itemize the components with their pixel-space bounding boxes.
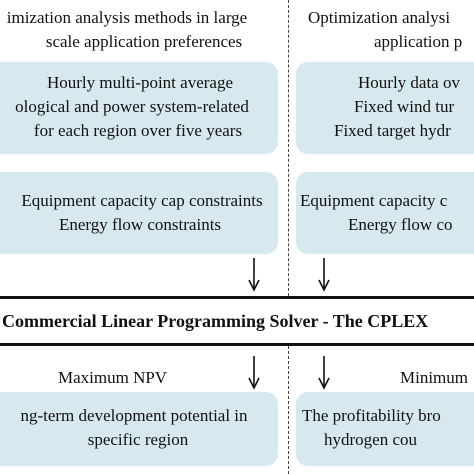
right-constraint-line-1: Equipment capacity c [300, 191, 448, 210]
right-header: Optimization analysi application p [306, 6, 474, 54]
left-header-line-1: imization analysis methods in large [6, 8, 248, 27]
left-result-box: ng-term development potential in specifi… [0, 392, 278, 466]
right-data-line-1: Hourly data ov [358, 73, 460, 92]
right-constraint-line-2: Energy flow co [348, 215, 453, 234]
left-result-line-2: specific region [87, 430, 189, 449]
down-arrow-right-bottom [318, 356, 330, 390]
right-result-line-2: hydrogen cou [324, 430, 418, 449]
right-data-box: Hourly data ov Fixed wind tur Fixed targ… [296, 62, 474, 154]
right-data-line-3: Fixed target hydr [334, 121, 451, 140]
solver-label: Commercial Linear Programming Solver - T… [2, 311, 429, 331]
left-data-line-2: ological and power system-related [15, 97, 249, 116]
left-data-box: Hourly multi-point average ological and … [0, 62, 278, 154]
left-constraints-box: Equipment capacity cap constraints Energ… [0, 172, 278, 254]
left-header-line-2: scale application preferences [45, 32, 243, 51]
left-constraint-line-2: Energy flow constraints [58, 215, 222, 234]
left-result-line-1: ng-term development potential in [20, 406, 248, 425]
left-data-line-1: Hourly multi-point average [46, 73, 233, 92]
right-objective: Minimum [400, 368, 469, 387]
left-header: imization analysis methods in large scal… [0, 6, 258, 54]
left-data-line-3: for each region over five years [33, 121, 243, 140]
down-arrow-right-top [318, 258, 330, 292]
right-result-line-1: The profitability bro [302, 406, 441, 425]
right-constraints-box: Equipment capacity c Energy flow co [296, 172, 474, 254]
right-data-line-2: Fixed wind tur [354, 97, 455, 116]
right-header-line-2: application p [374, 32, 463, 51]
down-arrow-left-top [248, 258, 260, 292]
down-arrow-left-bottom [248, 356, 260, 390]
solver-bar: Commercial Linear Programming Solver - T… [0, 296, 474, 346]
column-divider-top [288, 0, 289, 296]
right-result-box: The profitability bro hydrogen cou [296, 392, 474, 466]
column-divider-bottom [288, 346, 289, 474]
right-header-line-1: Optimization analysi [308, 8, 451, 27]
left-constraint-line-1: Equipment capacity cap constraints [21, 191, 263, 210]
left-objective: Maximum NPV [58, 368, 168, 387]
